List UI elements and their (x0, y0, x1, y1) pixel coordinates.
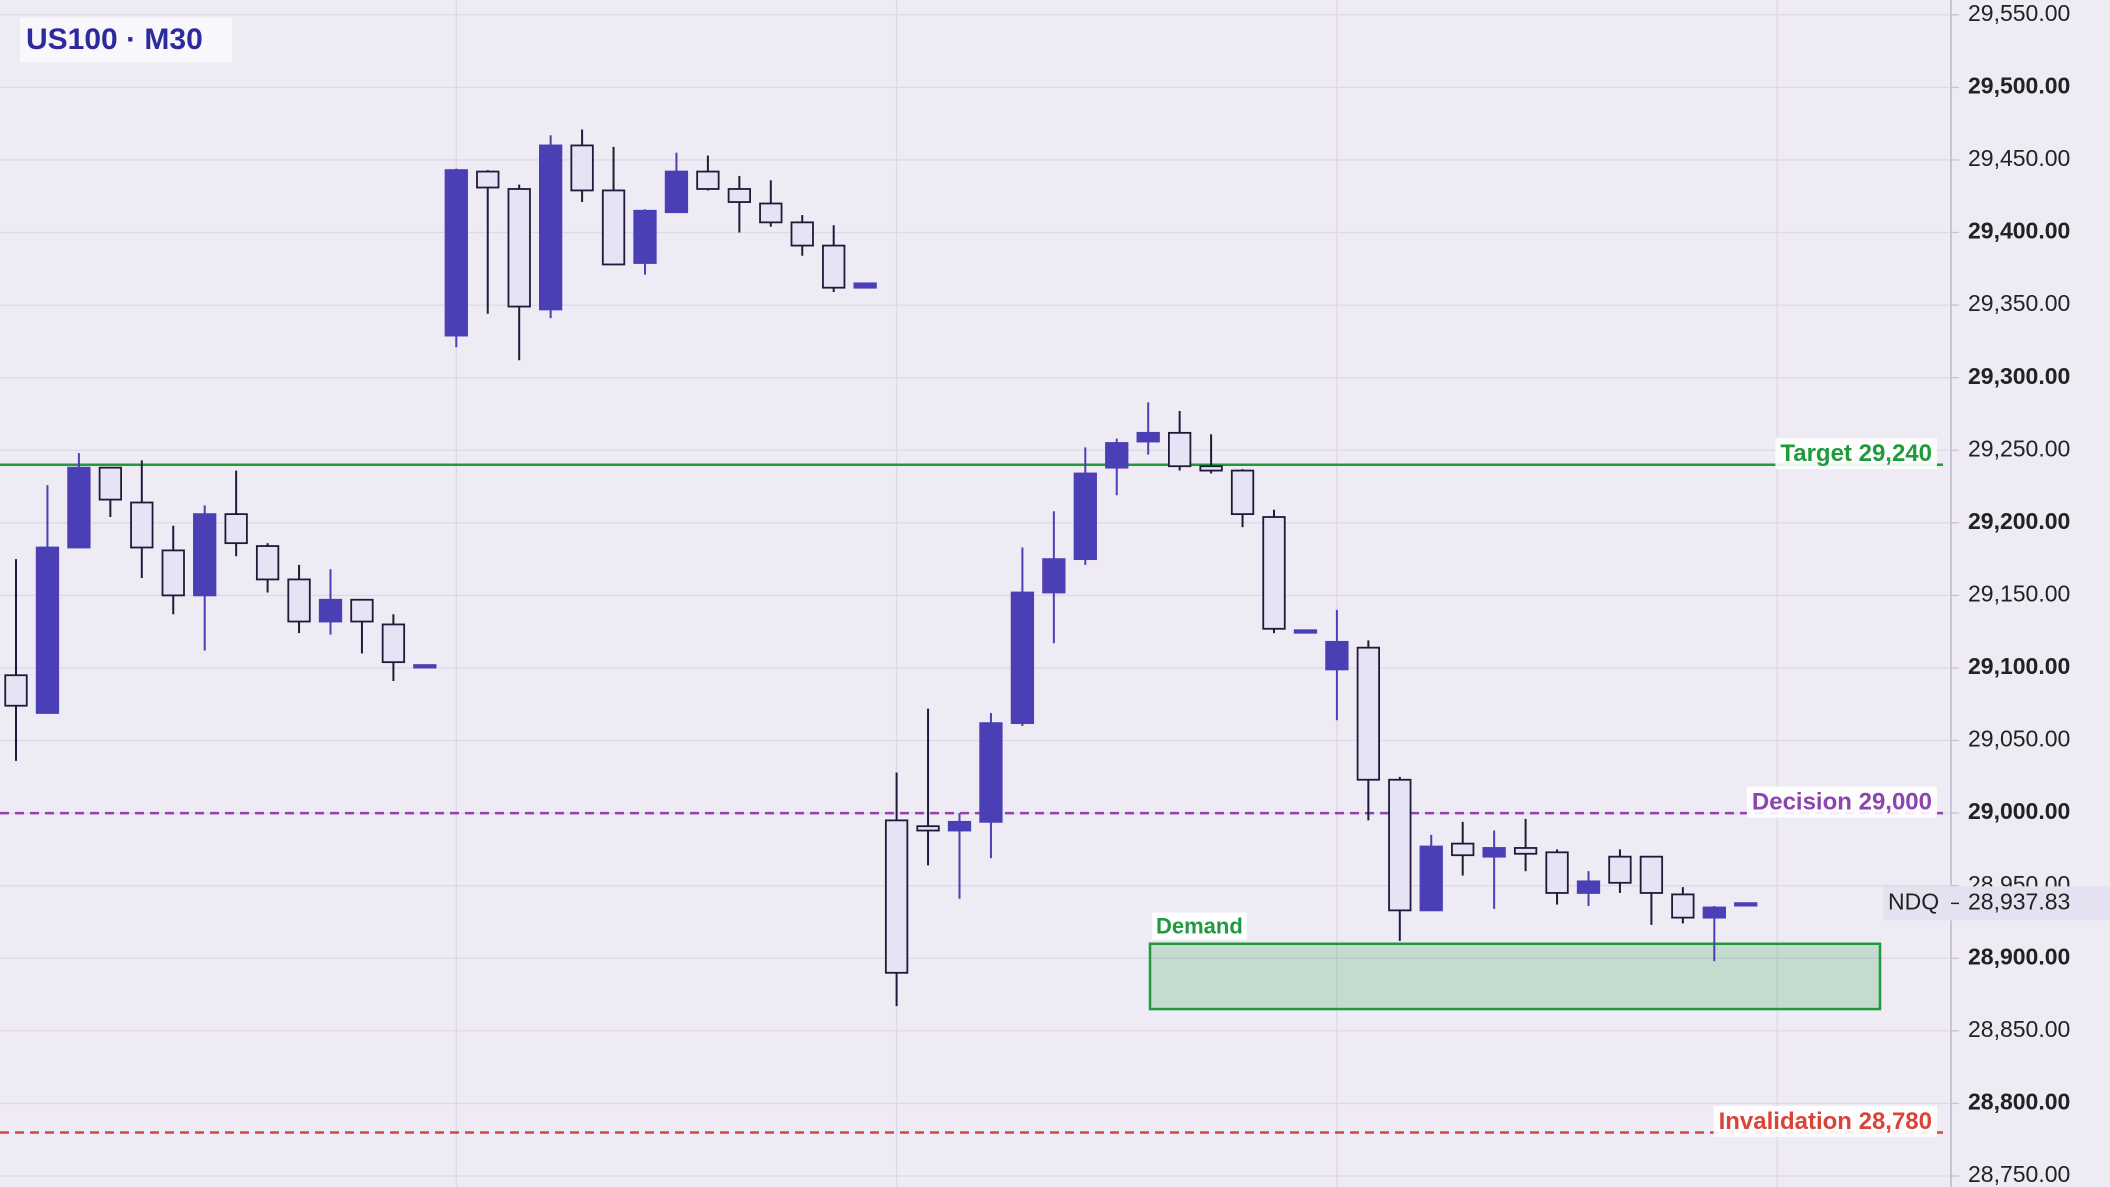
candle-body (1262, 516, 1286, 630)
candle-body (1419, 845, 1443, 912)
y-tick-label: 28,900.00 (1968, 943, 2070, 969)
candle-body (664, 170, 689, 214)
title-background (20, 18, 232, 62)
zone-label-background (1152, 912, 1247, 940)
candle-body (1325, 640, 1349, 671)
candle-body (287, 578, 311, 623)
candle-body (1639, 855, 1664, 894)
zone-label: Demand (1156, 914, 1243, 939)
y-tick-label: 28,800.00 (1968, 1089, 2070, 1115)
candle-body (633, 209, 657, 264)
candle-body (1168, 431, 1192, 468)
candle-body (1073, 472, 1097, 561)
candle-body (979, 722, 1003, 823)
candle-body (381, 623, 406, 664)
y-tick-label: 29,350.00 (1968, 290, 2070, 316)
y-tick-label: 29,250.00 (1968, 435, 2070, 461)
candle-body (1734, 902, 1758, 907)
y-tick-label: 29,550.00 (1968, 0, 2070, 26)
price-label-value: 28,937.83 (1968, 888, 2070, 914)
plot: Demand Target 29,240 Decision 29,000 Invali… (0, 129, 1943, 1137)
candle-body (759, 202, 783, 224)
candle-body (884, 819, 909, 974)
candle-body (1513, 847, 1538, 855)
y-tick-label: 28,750.00 (1968, 1161, 2070, 1187)
candle-body (1010, 591, 1035, 725)
candle-body (4, 674, 28, 707)
y-axis: 28,750.00 28,800.00 28,850.00 28,900.00 28,9… (1883, 0, 2110, 1187)
candle-body (1545, 851, 1569, 894)
y-tick-label: 29,500.00 (1968, 72, 2070, 98)
candle-body (161, 549, 185, 597)
candle-body (1482, 847, 1506, 858)
y-tick-label: 29,400.00 (1968, 218, 2070, 244)
y-tick-label: 29,000.00 (1968, 798, 2070, 824)
candle-body (1671, 893, 1695, 919)
y-tick-label: 29,150.00 (1968, 580, 2070, 606)
price-label-background (1883, 886, 2110, 921)
candle-body (727, 188, 751, 203)
price-label-name: NDQ (1888, 888, 1939, 914)
y-tick-label: 28,850.00 (1968, 1016, 2070, 1042)
level-label-background (1775, 438, 1937, 470)
candle-body (1042, 558, 1066, 594)
candle-body (193, 513, 217, 597)
candle-body (1388, 778, 1412, 912)
candle-body (539, 144, 563, 311)
candle-body (1451, 842, 1475, 857)
candle-body (1576, 880, 1601, 894)
candle-body (790, 221, 814, 247)
candle-body (1702, 906, 1726, 919)
candle-body (822, 244, 846, 289)
candle-body (853, 282, 877, 289)
candle-body (35, 546, 60, 714)
candle-body (916, 825, 940, 832)
candle-body (1199, 465, 1223, 472)
candle-body (130, 501, 154, 549)
candle-body (570, 144, 594, 192)
level-label: Invalidation 28,780 (1719, 1108, 1932, 1135)
y-tick-label: 29,450.00 (1968, 145, 2070, 171)
candle-body (318, 598, 343, 623)
level-label-background (1713, 1105, 1937, 1137)
y-tick-label: 29,200.00 (1968, 508, 2070, 534)
candle-body (255, 545, 280, 581)
level-label: Decision 29,000 (1752, 788, 1932, 815)
candle-body (507, 188, 531, 308)
chart-title: US100 · M30 (26, 23, 203, 56)
level-label: Target 29,240 (1780, 440, 1932, 467)
candle-body (696, 170, 720, 190)
candle-body (98, 466, 122, 501)
candle-body (350, 598, 374, 623)
candle-body (476, 170, 500, 189)
candle-body (1105, 442, 1129, 469)
candle-body (224, 513, 248, 545)
candle-body (1356, 646, 1380, 781)
candle-body (413, 664, 437, 669)
demand-zone (1148, 942, 1882, 1011)
candle-body (444, 169, 468, 337)
candle-body (601, 189, 626, 266)
candle-body (1136, 431, 1160, 443)
candle-body (67, 466, 91, 549)
y-tick-label: 29,300.00 (1968, 363, 2070, 389)
candle-body (947, 820, 972, 832)
candle-body (1293, 629, 1318, 634)
y-tick-label: 29,050.00 (1968, 726, 2070, 752)
level-label-background (1746, 786, 1937, 818)
y-tick-label: 29,100.00 (1968, 653, 2070, 679)
candle-body (1230, 469, 1255, 516)
candle-body (1608, 855, 1632, 884)
